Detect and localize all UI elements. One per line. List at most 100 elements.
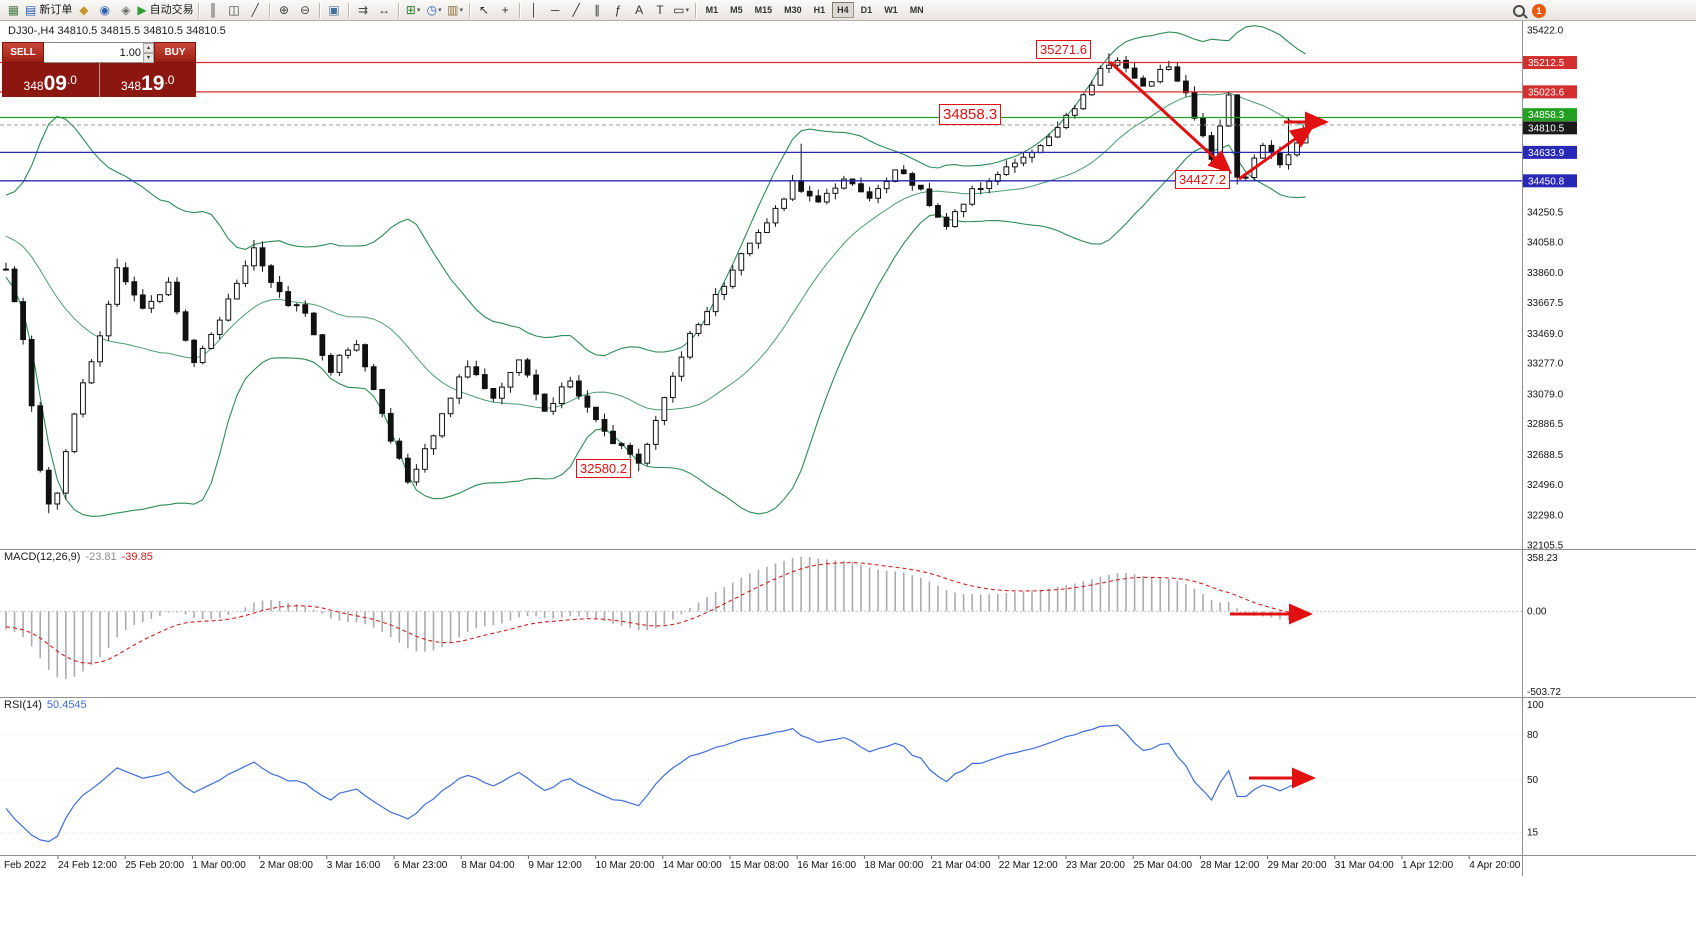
zoom-in-icon[interactable]: ⊕	[279, 3, 290, 17]
sell-price[interactable]: 348 09.0	[2, 63, 100, 97]
label-icon[interactable]: T	[656, 3, 664, 17]
timeframe-m15-button[interactable]: M15	[754, 5, 773, 15]
auto-scroll-icon[interactable]: ⇉	[358, 3, 369, 17]
auto-trading-button[interactable]: ▶ 自动交易	[137, 3, 194, 17]
timeframe-h1-button[interactable]: H1	[813, 5, 826, 15]
volume-value: 1.00	[119, 46, 141, 59]
rsi-pane	[0, 724, 1522, 843]
line-chart-icon[interactable]: ╱	[251, 3, 259, 17]
trendline-icon[interactable]: ╱	[572, 3, 580, 17]
svg-text:32886.5: 32886.5	[1527, 419, 1564, 430]
toolbar-separator	[197, 2, 200, 18]
metaeditor-icon[interactable]: ◆	[79, 3, 89, 17]
svg-text:35212.5: 35212.5	[1528, 58, 1565, 69]
svg-text:25 Feb 20:00: 25 Feb 20:00	[125, 860, 184, 871]
price-axis-marker	[1523, 145, 1577, 159]
search-icon[interactable]	[1513, 4, 1525, 17]
svg-text:32298.0: 32298.0	[1527, 511, 1564, 522]
timeframe-m1-button[interactable]: M1	[705, 5, 719, 15]
volume-up-icon[interactable]: ▴	[143, 42, 154, 53]
timeframe-h4-button[interactable]: H4	[832, 2, 854, 18]
zoom-out-icon[interactable]: ⊖	[300, 3, 311, 17]
svg-text:16 Mar 16:00: 16 Mar 16:00	[797, 860, 856, 871]
trend-arrow	[1108, 60, 1233, 175]
crosshair-icon[interactable]: +	[501, 3, 509, 17]
new-chart-icon[interactable]: ▦	[7, 3, 20, 17]
rsi-name: RSI(14)	[4, 699, 42, 711]
svg-text:28 Mar 12:00: 28 Mar 12:00	[1200, 860, 1259, 871]
svg-text:33860.0: 33860.0	[1527, 268, 1564, 279]
timeframe-m5-button[interactable]: M5	[730, 5, 743, 15]
cursor-icon[interactable]: ↖	[479, 3, 490, 17]
svg-text:10 Mar 20:00: 10 Mar 20:00	[596, 860, 655, 871]
candlestick-chart-icon[interactable]: ◫	[228, 3, 240, 17]
sell-price-big: 09	[43, 72, 67, 95]
toolbar-separator	[518, 2, 521, 18]
svg-text:34058.0: 34058.0	[1527, 237, 1564, 248]
toolbar-separator	[468, 2, 471, 18]
vertical-line-icon[interactable]: │	[530, 3, 538, 17]
svg-text:34633.9: 34633.9	[1528, 148, 1565, 159]
indicators-icon[interactable]: ⊞ ▾	[405, 3, 421, 17]
svg-text:3 Mar 16:00: 3 Mar 16:00	[327, 860, 381, 871]
trade-panel-price-row: 348 09.0 348 19.0	[2, 63, 196, 97]
price-annotation: 35271.6	[1036, 40, 1091, 59]
svg-text:8 Mar 04:00: 8 Mar 04:00	[461, 860, 515, 871]
buy-button[interactable]: BUY	[154, 42, 196, 63]
svg-text:22 Mar 12:00: 22 Mar 12:00	[999, 860, 1058, 871]
text-icon[interactable]: A	[635, 3, 644, 17]
buy-price-dec: .0	[164, 73, 175, 87]
timeframe-m30-button[interactable]: M30	[784, 5, 802, 15]
timeframe-mn-button[interactable]: MN	[909, 5, 924, 15]
rsi-value: 50.4545	[46, 699, 87, 711]
notification-badge[interactable]: 1	[1532, 3, 1546, 18]
bar-chart-icon[interactable]: ║	[208, 3, 218, 17]
shapes-icon[interactable]: ▭ ▾	[673, 3, 689, 17]
timeframe-d1-button[interactable]: D1	[860, 5, 873, 15]
volume-field[interactable]: 1.00 ▴ ▾	[44, 42, 154, 63]
chart-shift-icon[interactable]: ↔	[378, 3, 391, 17]
svg-text:0.00: 0.00	[1527, 606, 1547, 617]
svg-text:15 Mar 08:00: 15 Mar 08:00	[730, 860, 789, 871]
macd-value-main: -23.81	[85, 551, 117, 563]
price-annotation: 34427.2	[1175, 170, 1230, 189]
trade-panel-top-row: SELL 1.00 ▴ ▾ BUY	[2, 42, 196, 63]
svg-text:29 Mar 20:00: 29 Mar 20:00	[1268, 860, 1327, 871]
svg-text:34858.3: 34858.3	[1528, 110, 1565, 121]
price-annotation: 32580.2	[576, 459, 631, 478]
macd-pane	[0, 556, 1522, 680]
toolbar-right-group: 1	[1513, 3, 1546, 18]
volume-spinner[interactable]: ▴ ▾	[143, 42, 154, 63]
svg-text:35023.6: 35023.6	[1528, 87, 1565, 98]
sell-price-small: 348	[23, 79, 44, 93]
templates-icon[interactable]: ▥ ▾	[447, 3, 463, 17]
horizontal-line-icon[interactable]: ─	[550, 3, 560, 17]
toolbar-separator	[347, 2, 350, 18]
new-order-button[interactable]: ▤ 新订单	[25, 3, 73, 17]
svg-text:35422.0: 35422.0	[1527, 26, 1564, 37]
buy-price[interactable]: 348 19.0	[100, 63, 197, 97]
timeframe-w1-button[interactable]: W1	[884, 5, 898, 15]
svg-text:50: 50	[1527, 775, 1539, 786]
channel-icon[interactable]: ∥	[594, 3, 601, 17]
svg-text:100: 100	[1527, 700, 1544, 711]
volume-down-icon[interactable]: ▾	[143, 52, 154, 63]
svg-text:25 Mar 04:00: 25 Mar 04:00	[1133, 860, 1192, 871]
fibonacci-icon[interactable]: ƒ	[614, 3, 622, 17]
data-window-icon[interactable]: ◈	[121, 3, 131, 17]
periods-icon[interactable]: ◷ ▾	[426, 3, 442, 17]
tile-windows-icon[interactable]: ▣	[328, 3, 340, 17]
svg-text:14 Mar 00:00: 14 Mar 00:00	[663, 860, 722, 871]
toolbar-separator	[268, 2, 271, 18]
svg-text:2 Mar 08:00: 2 Mar 08:00	[260, 860, 314, 871]
price-annotation: 34858.3	[939, 104, 1002, 125]
svg-text:4 Apr 20:00: 4 Apr 20:00	[1469, 860, 1521, 871]
svg-text:358.23: 358.23	[1527, 553, 1558, 564]
price-axis-marker	[1523, 56, 1577, 70]
toolbar: ▦ ▤ 新订单 ◆ ◉ ◈ ▶ 自动交易 ║ ◫ ╱ ⊕ ⊖ ▣ ⇉ ↔ ⊞ ▾ ◷ ▾ ▥ ▾ ↖ + │ ─ ╱ ∥ ƒ A T ▭ ▾ M1…	[0, 0, 1696, 21]
sell-button[interactable]: SELL	[2, 42, 44, 63]
market-watch-icon[interactable]: ◉	[99, 3, 111, 17]
svg-text:34450.8: 34450.8	[1528, 176, 1565, 187]
chart-symbol-ohlc: DJ30-,H4 34810.5 34815.5 34810.5 34810.5	[8, 25, 226, 37]
